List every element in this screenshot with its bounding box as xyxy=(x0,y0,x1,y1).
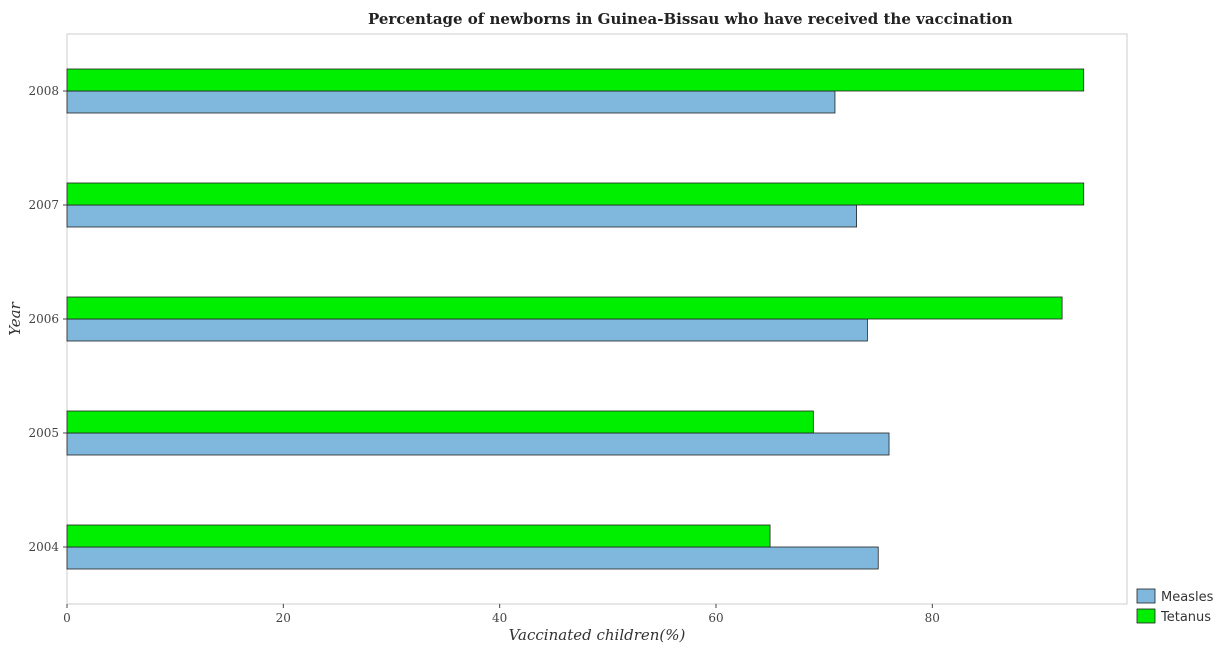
bar-measles-2007 xyxy=(66,204,857,228)
chart-title: Percentage of newborns in Guinea-Bissau … xyxy=(368,10,1013,28)
x-ticks-group: 0 20 40 60 80 xyxy=(63,604,940,625)
x-tick-label-60: 60 xyxy=(708,611,723,625)
x-tick-label-40: 40 xyxy=(492,611,507,625)
legend-swatch-measles xyxy=(1136,588,1156,604)
legend-label-tetanus: Tetanus xyxy=(1160,610,1211,625)
legend-label-measles: Measles xyxy=(1161,590,1214,605)
legend-swatch-tetanus xyxy=(1136,608,1156,624)
bar-measles-2008 xyxy=(66,90,836,114)
bars-group xyxy=(66,68,1085,570)
x-tick-label-0: 0 xyxy=(63,611,71,625)
bar-measles-2004 xyxy=(66,546,879,570)
y-tick-label-2004: 2004 xyxy=(28,540,59,554)
x-tick-label-20: 20 xyxy=(276,611,291,625)
bar-tetanus-2008 xyxy=(66,68,1085,92)
y-tick-label-2006: 2006 xyxy=(28,312,59,326)
y-tick-label-2005: 2005 xyxy=(28,426,59,440)
x-tick-label-80: 80 xyxy=(925,611,940,625)
bar-tetanus-2006 xyxy=(66,296,1063,320)
bar-measles-2006 xyxy=(66,318,868,342)
y-ticks-group: 2004 2005 2006 2007 2008 xyxy=(28,84,67,554)
y-tick-label-2008: 2008 xyxy=(28,84,59,98)
bar-tetanus-2007 xyxy=(66,182,1085,206)
bar-tetanus-2004 xyxy=(66,524,771,548)
x-axis-label: Vaccinated children(%) xyxy=(509,626,686,644)
y-axis-label: Year xyxy=(6,301,24,335)
y-tick-label-2007: 2007 xyxy=(28,198,59,212)
legend: Measles Tetanus xyxy=(1136,588,1214,625)
bar-measles-2005 xyxy=(66,432,890,456)
bar-tetanus-2005 xyxy=(66,410,814,434)
